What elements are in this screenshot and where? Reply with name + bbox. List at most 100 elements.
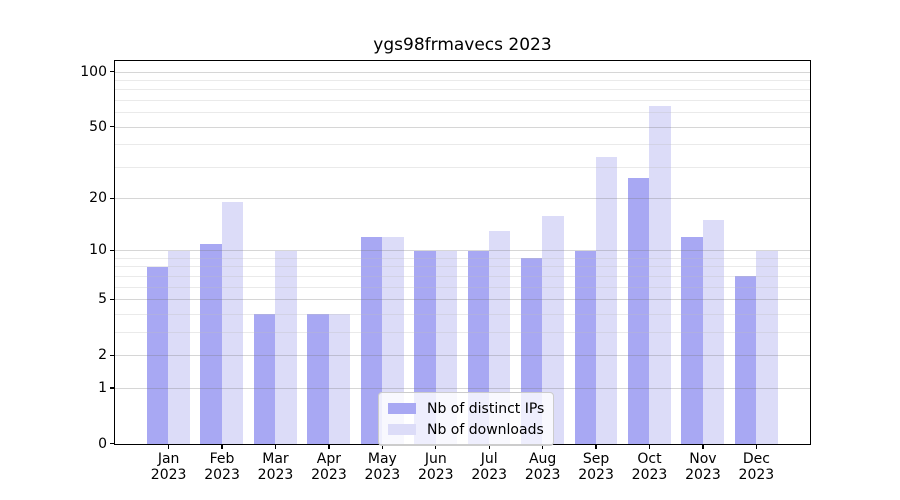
x-axis-tick (328, 445, 330, 449)
month-label: Jul (480, 451, 498, 467)
bar-downloads-sep (595, 157, 618, 444)
gridline-minor (115, 313, 810, 315)
year-label: 2023 (471, 467, 508, 483)
gridline-minor (115, 275, 810, 277)
y-tick-label: 50 (89, 118, 107, 135)
x-axis-tick (435, 445, 437, 449)
x-axis-tick (488, 445, 490, 449)
year-label: 2023 (524, 467, 561, 483)
gridline-major (115, 299, 810, 301)
legend: Nb of distinct IPs Nb of downloads (378, 392, 555, 446)
bar-distinct-ips-nov (681, 237, 703, 444)
y-axis-tick (110, 443, 114, 445)
year-label: 2023 (417, 467, 454, 483)
year-label: 2023 (364, 467, 401, 483)
bar-downloads-nov (702, 220, 725, 444)
month-label: Jun (424, 451, 447, 467)
bar-downloads-oct (649, 106, 671, 444)
y-axis-tick (110, 249, 114, 252)
x-tick-label-sep: Sep 2023 (564, 451, 628, 483)
bar-distinct-ips-oct (627, 178, 650, 444)
chart-title: ygs98frmavecs 2023 (373, 35, 552, 55)
gridline-minor (115, 144, 810, 146)
x-tick-label-jul: Jul 2023 (457, 451, 521, 483)
bars-layer (115, 61, 810, 444)
gridline-major (115, 126, 810, 128)
x-tick-label-jan: Jan 2023 (137, 451, 201, 483)
gridline-major (115, 198, 810, 200)
x-tick-label-dec: Dec 2023 (724, 451, 788, 483)
bar-distinct-ips-apr (307, 314, 329, 444)
year-label: 2023 (257, 467, 294, 483)
month-label: Jan (157, 451, 180, 467)
month-label: Feb (209, 451, 235, 467)
plot-area: Nb of distinct IPs Nb of downloads (114, 60, 811, 446)
y-tick-label: 20 (89, 190, 107, 207)
year-label: 2023 (311, 467, 347, 483)
year-label: 2023 (204, 467, 240, 483)
y-tick-label: 2 (98, 347, 107, 364)
y-axis-tick (110, 298, 114, 300)
bar-downloads-mar (275, 250, 297, 444)
month-label: Sep (582, 451, 610, 467)
y-axis-tick (110, 126, 114, 128)
x-axis-tick (595, 445, 597, 449)
bar-distinct-ips-feb (200, 243, 222, 444)
month-label: Mar (262, 451, 289, 467)
year-label: 2023 (685, 467, 721, 483)
bar-downloads-jul (489, 231, 511, 444)
month-label: Dec (742, 451, 770, 467)
year-label: 2023 (738, 467, 775, 483)
bar-distinct-ips-dec (734, 276, 757, 444)
month-label: May (367, 451, 397, 467)
gridline-major (115, 355, 810, 357)
gridline-major (115, 250, 810, 252)
bar-downloads-aug (542, 215, 564, 444)
gridline-major (115, 387, 810, 389)
legend-swatch-distinct-ips (388, 403, 416, 414)
bar-downloads-dec (756, 250, 778, 444)
x-tick-label-feb: Feb 2023 (190, 451, 254, 483)
bar-distinct-ips-mar (253, 314, 276, 444)
gridline-minor (115, 166, 810, 168)
month-label: Nov (689, 451, 717, 467)
x-axis-tick (381, 445, 383, 449)
bar-distinct-ips-jan (147, 266, 169, 444)
y-axis-tick (110, 71, 114, 73)
y-tick-label: 5 (98, 291, 107, 308)
year-label: 2023 (578, 467, 614, 483)
y-axis-tick (110, 387, 114, 389)
x-axis-tick (168, 445, 170, 449)
bar-downloads-apr (328, 314, 351, 444)
gridline-minor (115, 112, 810, 114)
month-label: Aug (528, 451, 557, 467)
x-axis-tick (755, 445, 757, 449)
y-tick-label: 1 (98, 379, 107, 396)
gridline-minor (115, 99, 810, 101)
grid-layer (115, 61, 810, 444)
gridline-minor (115, 79, 810, 81)
bar-downloads-feb (221, 202, 244, 444)
y-tick-label: 10 (89, 242, 107, 259)
legend-label-downloads: Nb of downloads (427, 421, 544, 438)
legend-swatch-downloads (388, 424, 416, 435)
y-axis-tick (110, 354, 114, 356)
x-tick-label-oct: Oct 2023 (618, 451, 682, 483)
x-axis-tick (274, 445, 277, 449)
gridline-minor (115, 89, 810, 91)
bar-downloads-jan (168, 250, 190, 444)
y-tick-label: 100 (80, 63, 107, 80)
year-label: 2023 (150, 467, 187, 483)
x-tick-label-apr: Apr 2023 (297, 451, 361, 483)
bar-distinct-ips-sep (574, 250, 596, 444)
y-tick-label: 0 (98, 435, 107, 452)
bar-distinct-ips-may (360, 237, 383, 444)
gridline-minor (115, 286, 810, 288)
gridline-major (115, 71, 810, 73)
legend-label-distinct-ips: Nb of distinct IPs (427, 400, 545, 417)
x-tick-label-mar: Mar 2023 (243, 451, 307, 483)
x-tick-label-jun: Jun 2023 (404, 451, 468, 483)
legend-item-downloads: Nb of downloads (388, 419, 544, 440)
